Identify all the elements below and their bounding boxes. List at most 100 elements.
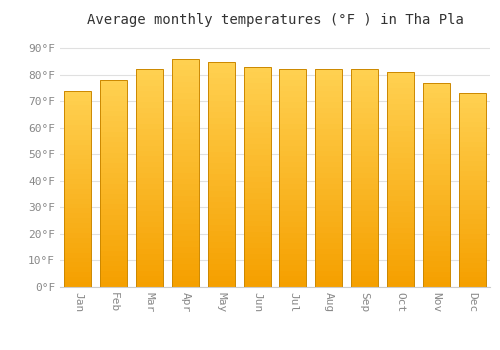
Bar: [316, 233, 342, 238]
Bar: [172, 150, 199, 156]
Bar: [244, 204, 270, 210]
Bar: [351, 167, 378, 173]
Bar: [244, 72, 270, 78]
Bar: [100, 132, 127, 137]
Bar: [208, 169, 234, 174]
Bar: [316, 118, 342, 124]
Bar: [280, 281, 306, 287]
Bar: [172, 76, 199, 82]
Bar: [351, 151, 378, 156]
Bar: [136, 75, 163, 80]
Bar: [64, 272, 92, 277]
Bar: [208, 242, 234, 247]
Bar: [100, 240, 127, 246]
Bar: [208, 281, 234, 287]
Bar: [387, 88, 414, 93]
Bar: [458, 205, 485, 210]
Bar: [136, 102, 163, 107]
Bar: [64, 223, 92, 228]
Bar: [316, 86, 342, 91]
Bar: [172, 127, 199, 133]
Bar: [100, 101, 127, 106]
Bar: [172, 88, 199, 93]
Bar: [423, 93, 450, 98]
Bar: [351, 249, 378, 254]
Bar: [136, 135, 163, 140]
Bar: [64, 243, 92, 248]
Bar: [100, 178, 127, 183]
Bar: [172, 190, 199, 196]
Bar: [64, 253, 92, 258]
Bar: [208, 259, 234, 265]
Bar: [316, 70, 342, 75]
Bar: [208, 270, 234, 276]
Bar: [387, 93, 414, 99]
Bar: [316, 167, 342, 173]
Bar: [316, 205, 342, 211]
Bar: [316, 184, 342, 189]
Bar: [351, 260, 378, 265]
Bar: [387, 126, 414, 131]
Bar: [387, 217, 414, 223]
Bar: [64, 149, 92, 154]
Bar: [64, 105, 92, 110]
Bar: [280, 75, 306, 80]
Bar: [316, 70, 342, 287]
Bar: [136, 249, 163, 254]
Bar: [64, 277, 92, 282]
Bar: [316, 211, 342, 216]
Bar: [136, 195, 163, 200]
Bar: [244, 155, 270, 160]
Bar: [100, 230, 127, 235]
Bar: [100, 246, 127, 251]
Bar: [387, 115, 414, 120]
Bar: [100, 80, 127, 85]
Bar: [387, 147, 414, 153]
Bar: [64, 130, 92, 135]
Bar: [387, 212, 414, 217]
Bar: [208, 202, 234, 208]
Bar: [64, 100, 92, 105]
Bar: [423, 175, 450, 180]
Bar: [423, 83, 450, 88]
Bar: [387, 174, 414, 180]
Bar: [244, 226, 270, 232]
Bar: [208, 191, 234, 197]
Bar: [100, 209, 127, 215]
Bar: [100, 127, 127, 132]
Bar: [100, 282, 127, 287]
Bar: [280, 97, 306, 102]
Bar: [458, 234, 485, 239]
Bar: [64, 267, 92, 272]
Bar: [172, 173, 199, 178]
Bar: [100, 158, 127, 163]
Bar: [244, 89, 270, 95]
Bar: [280, 70, 306, 287]
Bar: [316, 265, 342, 271]
Bar: [351, 135, 378, 140]
Bar: [423, 195, 450, 200]
Bar: [100, 261, 127, 266]
Bar: [351, 254, 378, 260]
Bar: [136, 233, 163, 238]
Bar: [458, 263, 485, 268]
Bar: [316, 97, 342, 102]
Bar: [351, 86, 378, 91]
Bar: [64, 258, 92, 262]
Bar: [458, 258, 485, 263]
Bar: [351, 216, 378, 222]
Bar: [423, 88, 450, 93]
Bar: [351, 124, 378, 129]
Bar: [136, 184, 163, 189]
Bar: [208, 129, 234, 135]
Bar: [458, 195, 485, 200]
Bar: [208, 247, 234, 253]
Bar: [208, 107, 234, 112]
Bar: [172, 247, 199, 253]
Bar: [172, 218, 199, 224]
Bar: [458, 152, 485, 156]
Bar: [136, 227, 163, 233]
Bar: [458, 224, 485, 229]
Bar: [280, 173, 306, 178]
Bar: [423, 108, 450, 113]
